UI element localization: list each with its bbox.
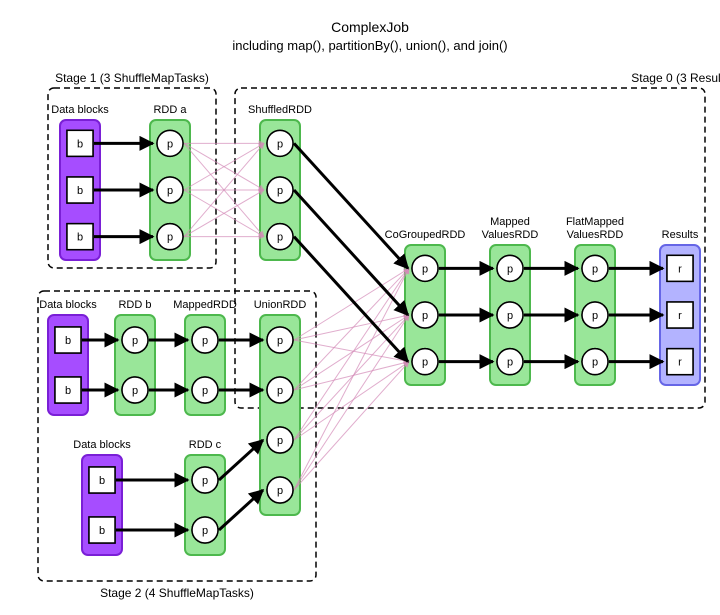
rddc-item-0-text-top: p [202,475,208,487]
rdda-item-1-text-top: p [167,185,173,197]
fmvrdd-item-1-text-top: p [592,310,598,322]
mvrdd-label1: Mapped [490,216,530,228]
mvrdd-item-2-text-top: p [507,357,513,369]
subtitle: including map(), partitionBy(), union(),… [232,38,507,53]
shuffled-item-0-text-top: p [277,138,283,150]
db3-item-0-text-top: b [99,475,105,487]
fmvrdd-item-0-text-top: p [592,263,598,275]
db1-item-0-text-top: b [77,138,83,150]
union-item-0-text-top: p [277,335,283,347]
results-item-0-text-top: r [678,263,682,275]
shuffle-edge [294,362,409,490]
union-label: UnionRDD [254,299,307,311]
results-item-2-text-top: r [678,357,682,369]
db2-item-0-text-top: b [65,335,71,347]
rddc-item-1-text-top: p [202,525,208,537]
db1-item-2-text-top: b [77,232,83,244]
db1-label: Data blocks [51,104,109,116]
stage1-label: Stage 1 (3 ShuffleMapTasks) [55,71,209,85]
shuffle-edge [294,315,409,440]
shuffled-item-2-text-top: p [277,232,283,244]
shuffle-edge [294,315,409,340]
cogroup-item-2-text-top: p [422,357,428,369]
rddb-label: RDD b [118,299,151,311]
stage0-label: Stage 0 (3 ResultTasks) [631,71,720,85]
cogroup-item-0-text-top: p [422,263,428,275]
shuffle-edge [294,362,409,390]
mapped-item-1-text-top: p [202,385,208,397]
shuffle-edge [294,315,409,490]
cogroup-item-1-text-top: p [422,310,428,322]
fmvrdd-item-2-text-top: p [592,357,598,369]
fmvrdd-label2: ValuesRDD [567,229,624,241]
dep-edge [294,143,408,268]
dep-edge [294,190,408,315]
cogroup-label: CoGroupedRDD [385,229,466,241]
db1-item-1-text-top: b [77,185,83,197]
rdda-label: RDD a [153,104,187,116]
results-item-1-text-top: r [678,310,682,322]
rddb-item-0-text-top: p [132,335,138,347]
db3-label: Data blocks [73,439,131,451]
shuffled-item-1-text-top: p [277,185,283,197]
rddc-label: RDD c [189,439,222,451]
db2-item-1-text-top: b [65,385,71,397]
db3-item-1-text-top: b [99,525,105,537]
shuffle-edge [294,362,409,440]
mvrdd-item-0-text-top: p [507,263,513,275]
mvrdd-item-1-text-top: p [507,310,513,322]
union-item-3-text-top: p [277,485,283,497]
union-item-1-text-top: p [277,385,283,397]
diagram-canvas: ComplexJob including map(), partitionBy()… [10,10,720,605]
shuffle-edge [294,268,409,440]
fmvrdd-label1: FlatMapped [566,216,624,228]
stage2-label: Stage 2 (4 ShuffleMapTasks) [100,586,254,600]
rddb-item-1-text-top: p [132,385,138,397]
shuffled-label: ShuffledRDD [248,104,312,116]
union-item-2-text-top: p [277,435,283,447]
db2-label: Data blocks [39,299,97,311]
title: ComplexJob [331,19,409,35]
results-label: Results [662,229,699,241]
mapped-item-0-text-top: p [202,335,208,347]
mvrdd-label2: ValuesRDD [482,229,539,241]
mapped-label: MappedRDD [173,299,237,311]
rdda-item-2-text-top: p [167,232,173,244]
rdda-item-0-text-top: p [167,138,173,150]
